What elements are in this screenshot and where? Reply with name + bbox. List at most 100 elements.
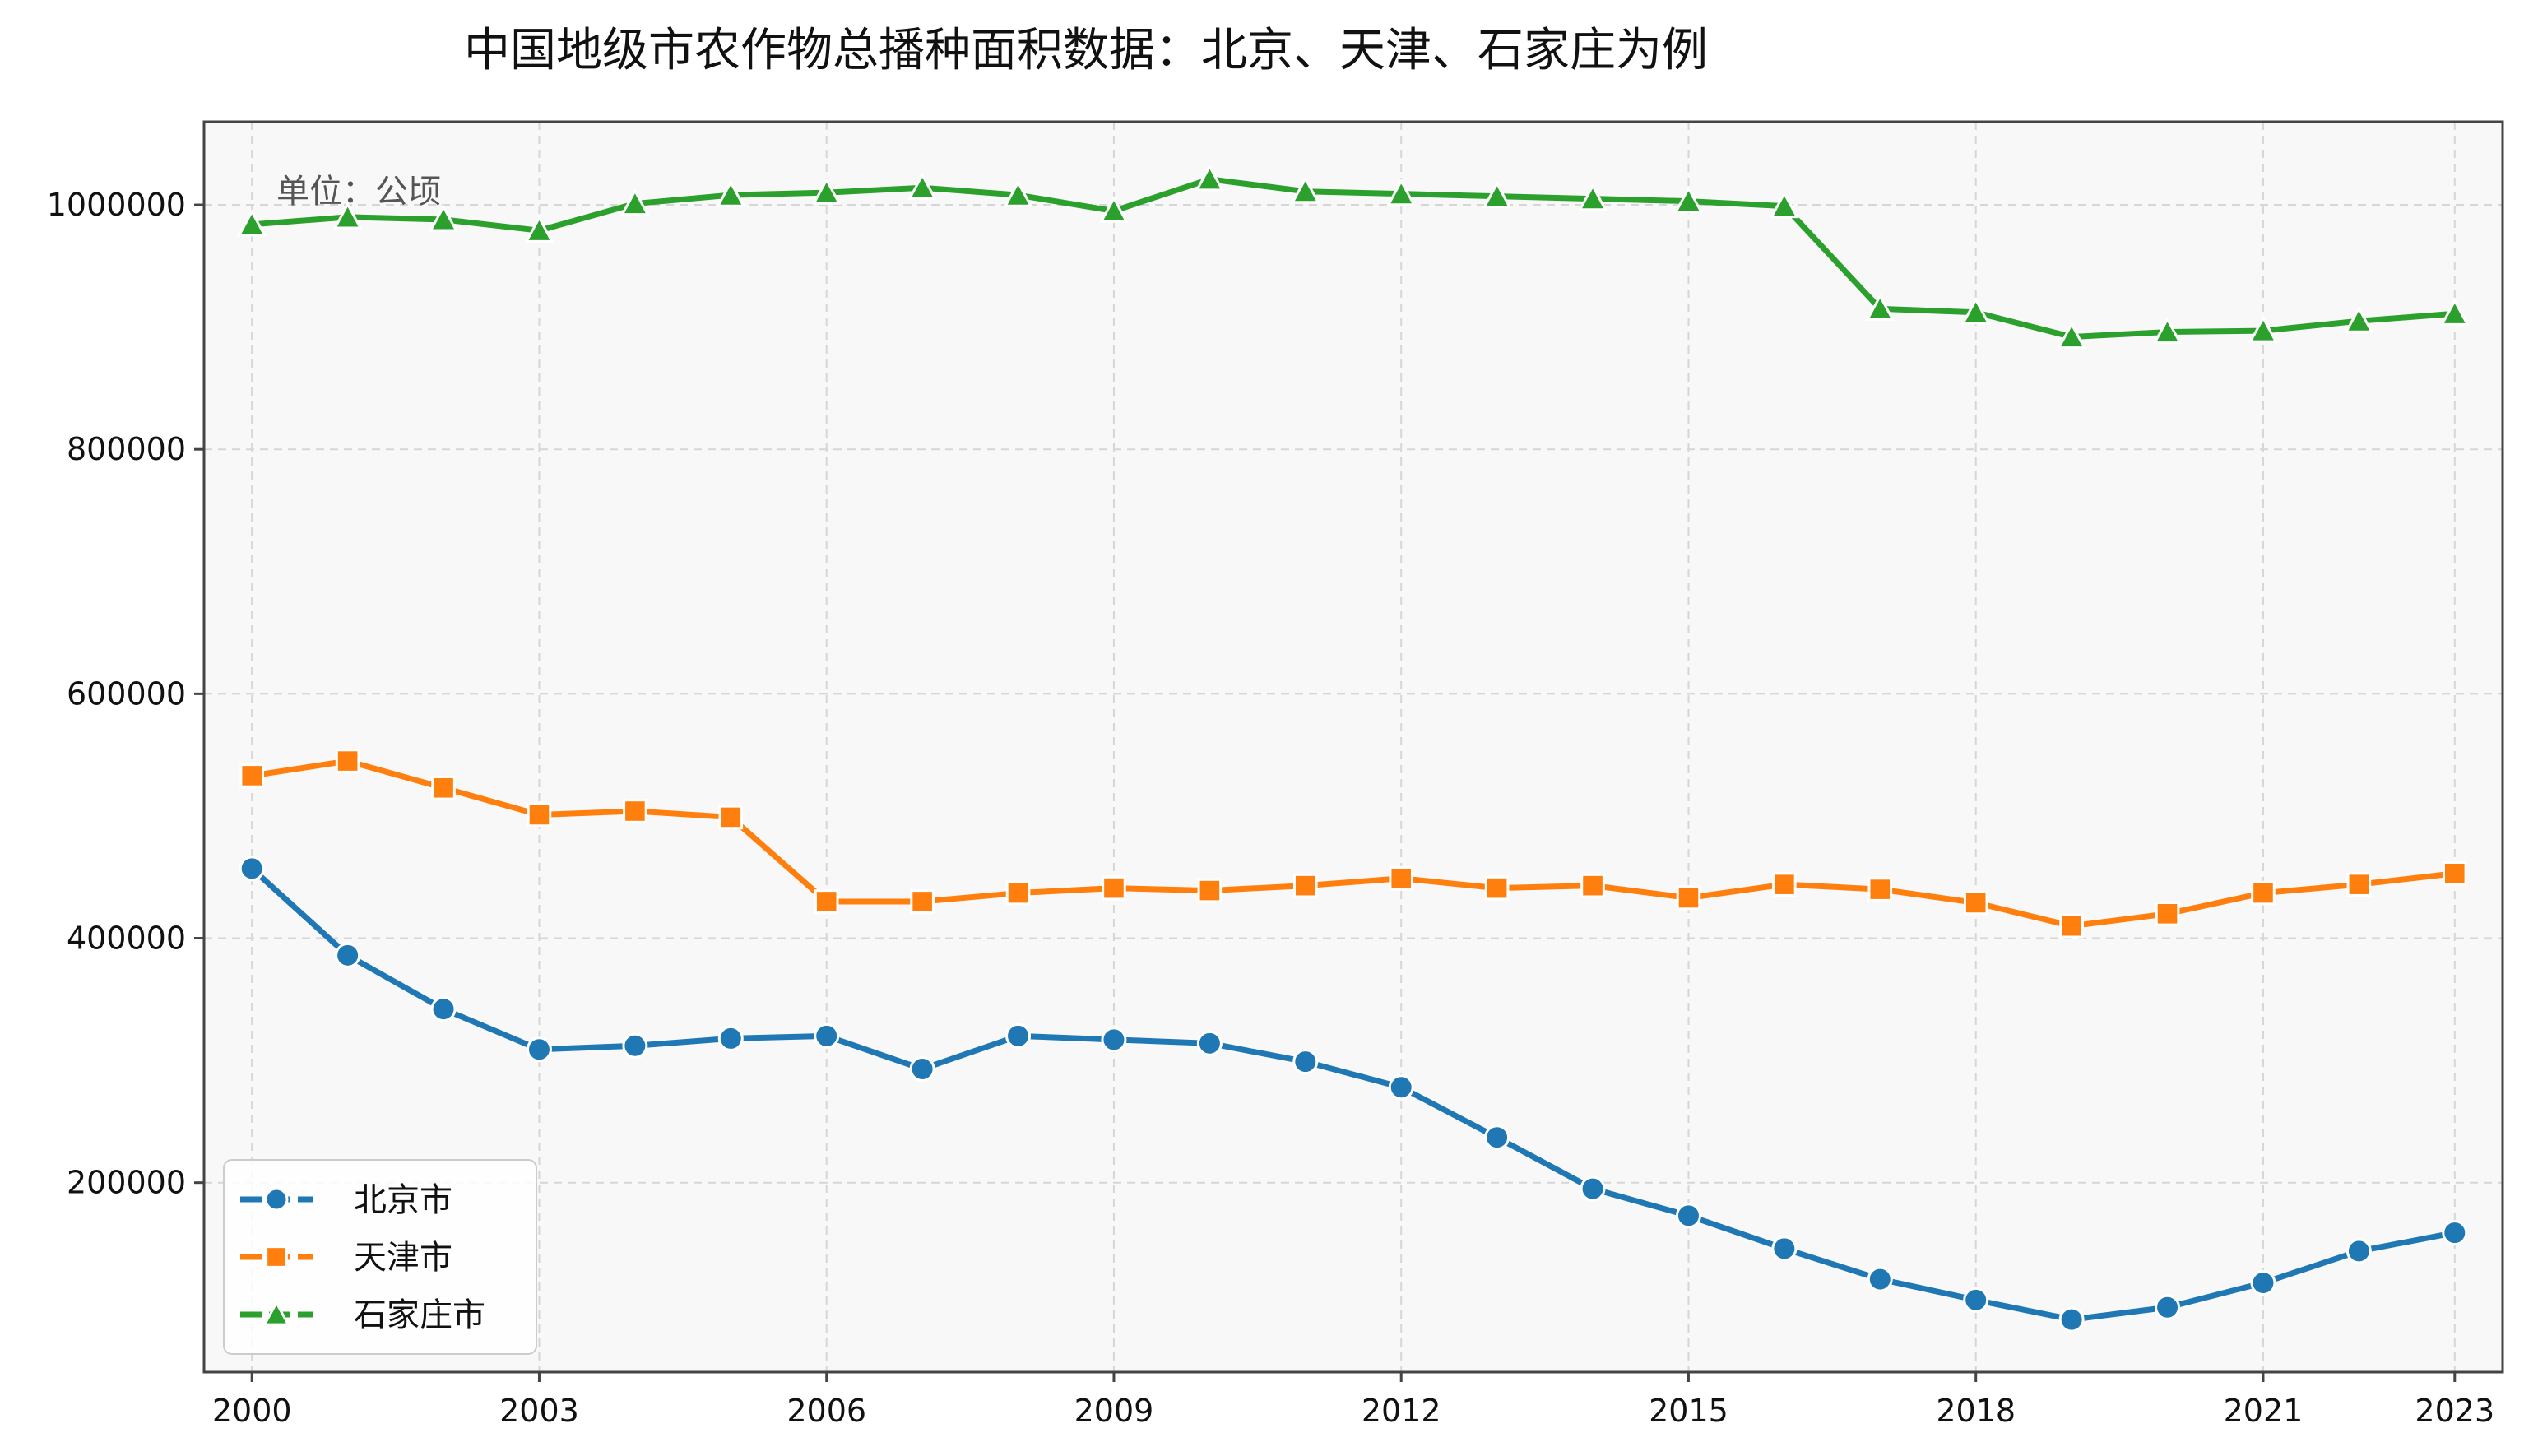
data-point [2344,305,2374,333]
legend-item: 北京市 [240,1181,452,1219]
data-point [2251,880,2276,906]
y-tick-label: 400000 [67,920,186,957]
data-point [2059,913,2084,939]
data-point [1197,878,1223,903]
data-point [2346,872,2372,897]
data-point [1482,181,1512,209]
data-point [1005,880,1031,906]
x-tick-label: 2012 [1362,1393,1441,1429]
data-point [1865,293,1895,321]
data-point [1676,885,1701,911]
data-point [1960,297,1991,325]
legend-item: 石家庄市 [240,1296,485,1334]
data-point [1772,872,1797,897]
legend-marker [264,1187,289,1212]
data-point [527,802,552,828]
data-point [623,799,647,823]
data-point [1101,1027,1127,1053]
data-point [910,889,935,914]
x-tick-label: 2003 [499,1393,579,1429]
data-point [1102,875,1126,901]
series-lines [237,164,2470,1333]
data-point [2057,321,2087,350]
data-point [1580,1175,1606,1202]
series-3 [237,164,2470,350]
data-point [2058,1306,2085,1333]
data-point [814,1022,840,1049]
legend-label: 石家庄市 [354,1296,485,1334]
series-2 [239,749,2467,939]
data-point [622,1032,648,1059]
data-point [1963,1287,1989,1313]
chart-title: 中国地级市农作物总播种面积数据：北京、天津、石家庄为例 [464,24,1708,77]
y-tick-label: 1000000 [47,187,186,223]
data-point [239,763,265,788]
data-point [1867,877,1893,902]
data-point [2442,1220,2468,1246]
data-point [1769,190,1799,219]
data-point [524,215,554,243]
data-point [1386,179,1417,206]
legend-marker [265,1245,288,1268]
data-point [1867,1266,1893,1292]
legend-label: 北京市 [354,1181,452,1219]
data-point [717,1025,744,1051]
data-point [907,172,938,200]
data-point [2439,298,2470,326]
x-tick-label: 2018 [1936,1393,2016,1429]
y-tick-label: 200000 [67,1165,186,1201]
data-point [716,179,746,207]
series-line [251,758,2456,930]
data-point [526,1036,552,1063]
data-point [335,749,360,773]
legend-box [223,1159,537,1355]
data-point [1484,1124,1510,1151]
legend-marker [262,1300,290,1326]
unit-annotation: 单位：公顷 [276,173,441,211]
data-point [431,775,456,800]
data-point [1580,873,1605,898]
data-point [335,942,361,968]
legend-item: 天津市 [240,1239,452,1277]
data-point [2345,1238,2372,1264]
data-point [1771,1236,1798,1262]
data-point [718,805,744,830]
data-point [1292,873,1318,898]
plot-frame [202,120,2504,1374]
data-point [1005,1022,1032,1049]
data-point [2155,902,2180,926]
data-point [1673,186,1704,214]
data-point [2442,860,2467,886]
data-point [2155,1294,2181,1320]
data-point [429,204,458,232]
data-point [2250,1270,2276,1296]
series-line [251,176,2456,341]
series-line [249,866,2456,1323]
data-point [1578,183,1608,211]
series-1 [239,856,2468,1333]
data-point [1484,875,1510,901]
data-point [1196,1030,1223,1056]
data-point [1003,179,1033,207]
data-point [1292,1049,1319,1075]
data-point [1675,1203,1701,1229]
data-point [1099,195,1129,224]
data-point [2248,315,2278,343]
data-point [1290,176,1320,204]
data-point [2152,317,2183,345]
data-point [619,188,650,216]
x-tick-label: 2021 [2224,1393,2304,1429]
x-tick-label: 2009 [1074,1393,1154,1429]
x-tick-label: 2023 [2415,1393,2494,1429]
x-tick-label: 2015 [1649,1393,1728,1429]
data-point [237,209,267,237]
data-point [1388,1074,1414,1101]
data-point [430,996,457,1022]
data-point [909,1056,935,1083]
axis-ticks: 2000 2003 2006 2009 2012 2015 2018 2021 2023 2000… [47,187,2494,1429]
data-point [811,177,842,205]
plot-area [204,122,2503,1372]
data-point [1389,865,1414,891]
